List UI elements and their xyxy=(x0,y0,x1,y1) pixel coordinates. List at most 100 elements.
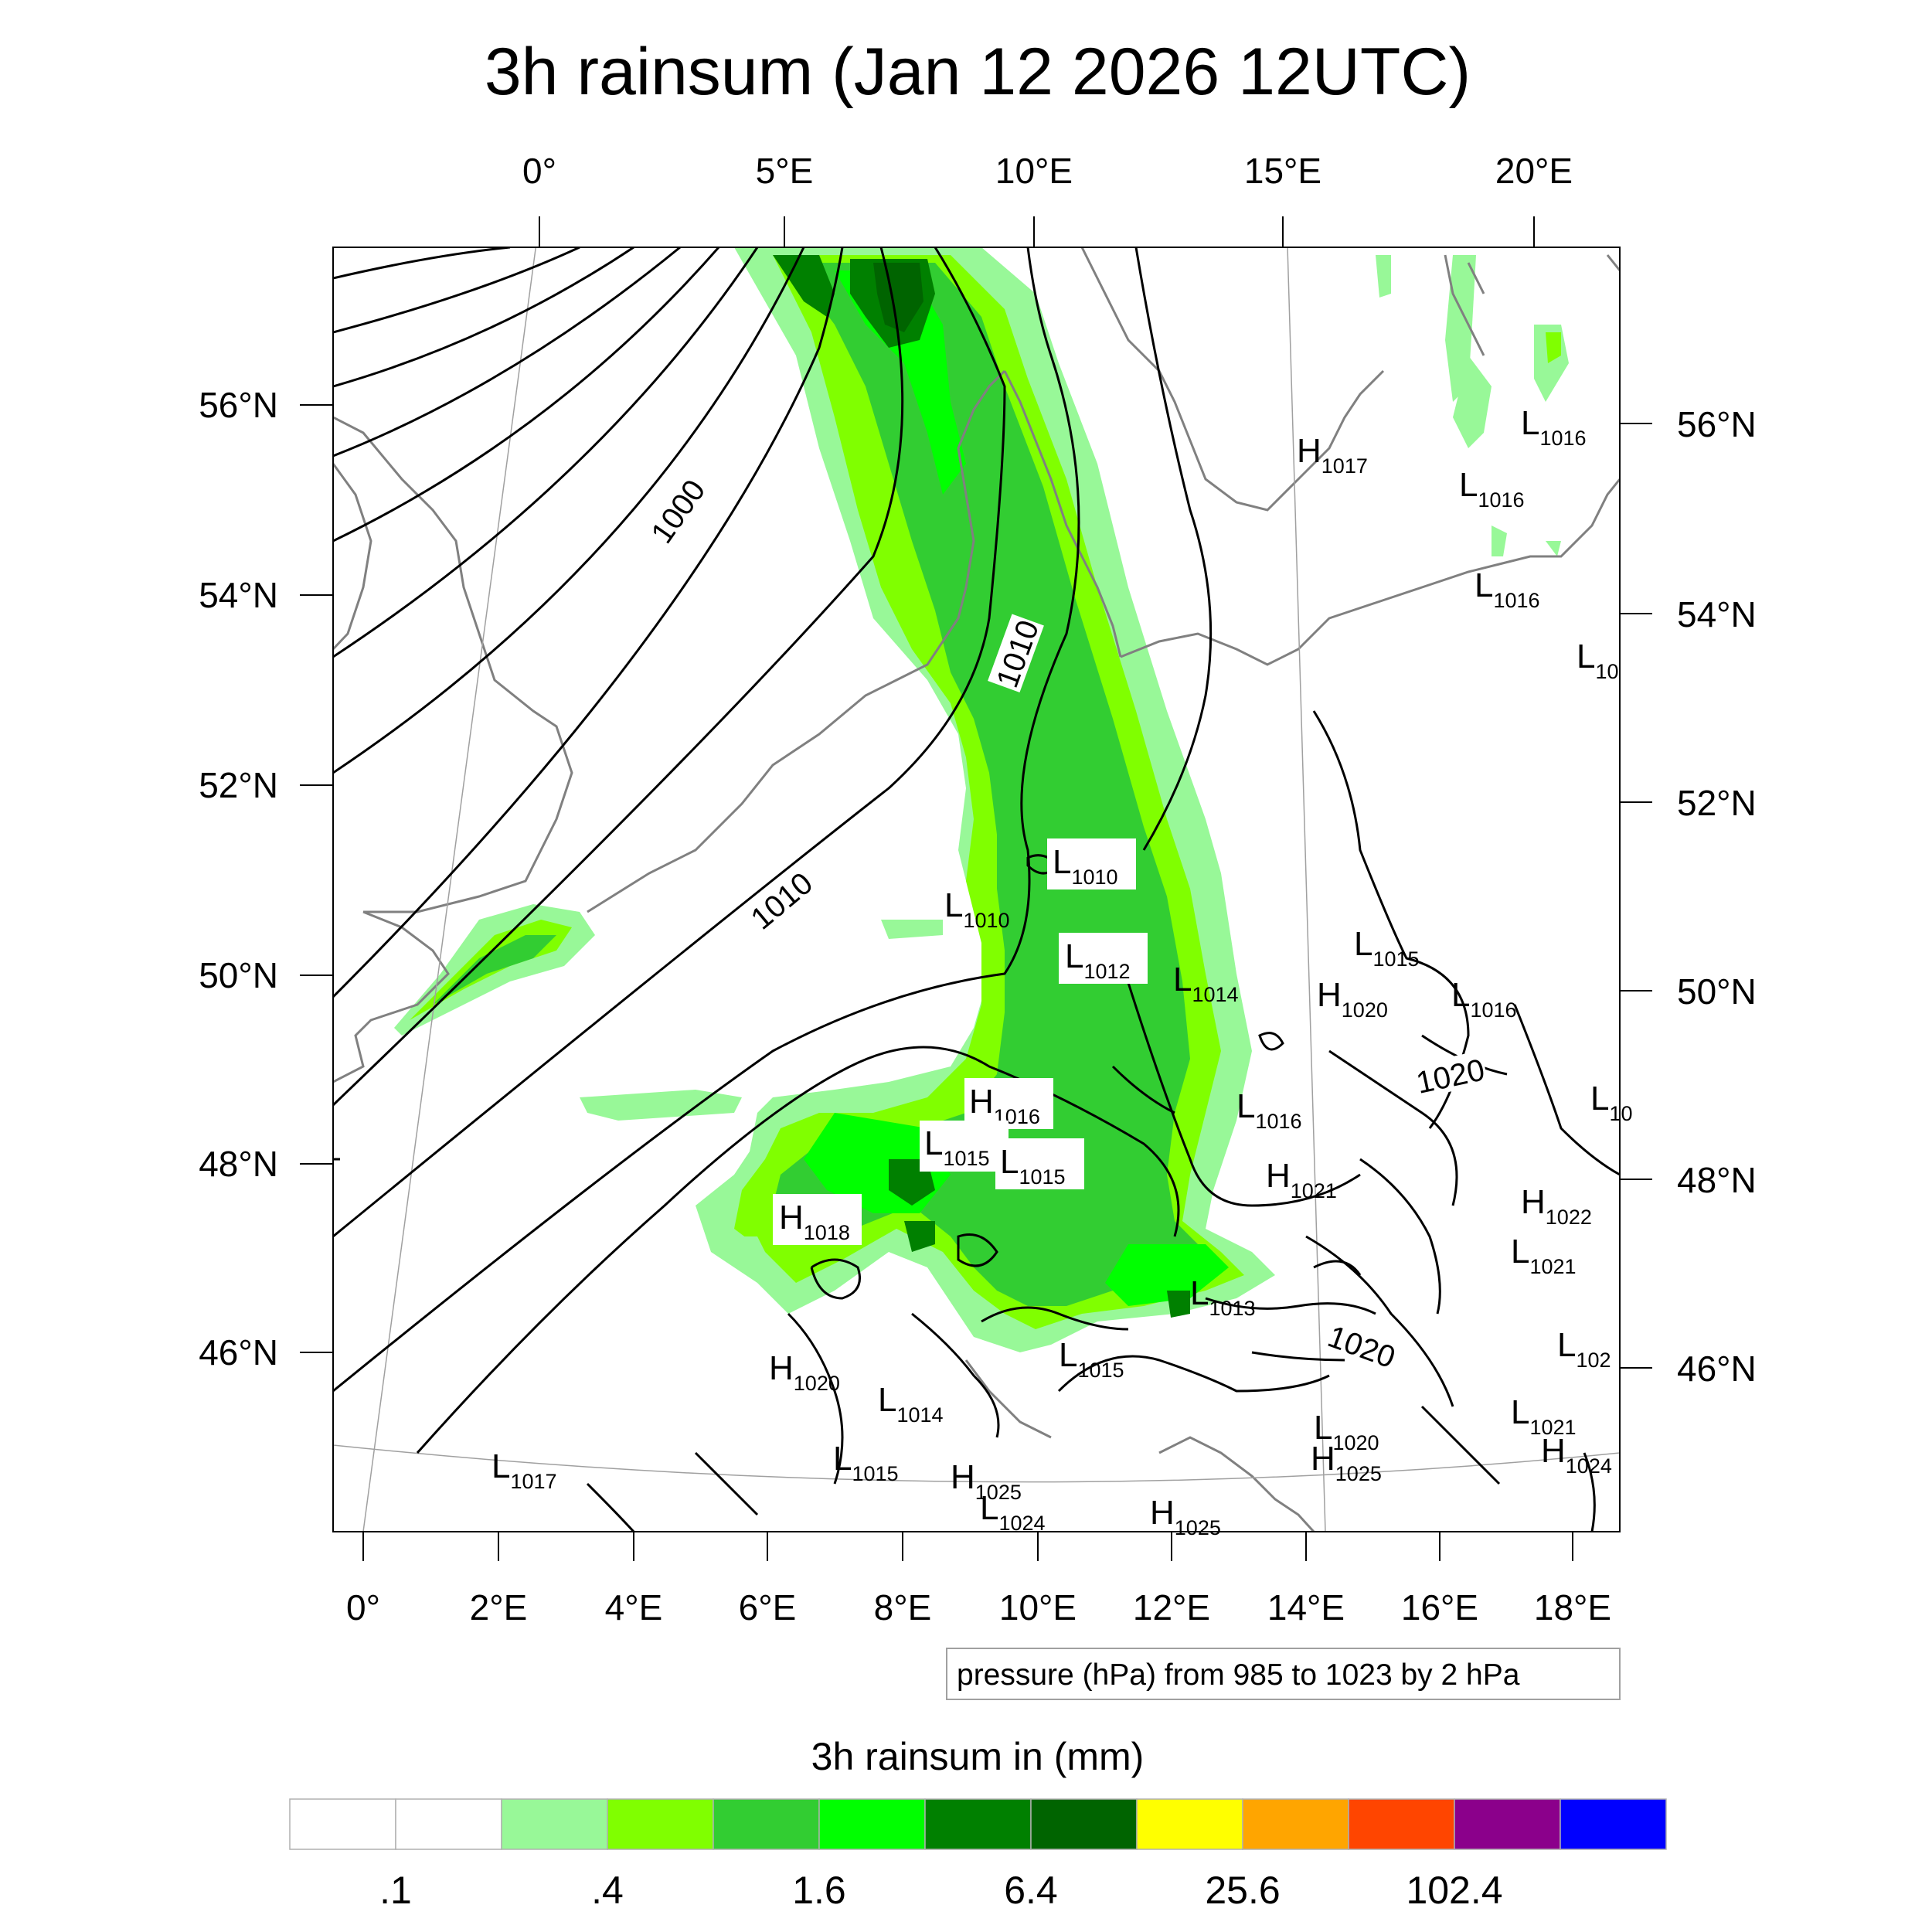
colorbar-label: .4 xyxy=(591,1869,624,1912)
colorbar-box xyxy=(713,1798,820,1850)
top-lon-label: 0° xyxy=(522,151,556,191)
top-lon-label: 5°E xyxy=(756,151,814,191)
right-lat-label: 48°N xyxy=(1677,1160,1757,1200)
left-axis: 56°N 54°N 52°N 50°N 48°N 46°N xyxy=(199,385,333,1372)
left-lat-label: 54°N xyxy=(199,575,278,615)
pressure-centers: H1017 L1016 L1016 L1016 L10 L1010 L1010 … xyxy=(492,404,1633,1539)
low-marker: L1024 xyxy=(980,1489,1046,1535)
left-lat-label: 46°N xyxy=(199,1332,278,1372)
low-marker: L1015 xyxy=(1059,1336,1124,1382)
low-marker: L1016 xyxy=(1451,976,1517,1022)
contour-labels: 1000 1010 1010 1020 1020 xyxy=(642,471,1488,1375)
svg-text:L1015: L1015 xyxy=(1059,1336,1124,1382)
bottom-lon-label: 2°E xyxy=(470,1587,528,1628)
colorbar-box xyxy=(924,1798,1032,1850)
low-marker: L1015 xyxy=(833,1440,899,1485)
svg-text:H1025: H1025 xyxy=(1311,1440,1382,1485)
svg-text:L1014: L1014 xyxy=(1173,961,1239,1006)
svg-text:L1021: L1021 xyxy=(1511,1393,1577,1439)
pressure-info: pressure (hPa) from 985 to 1023 by 2 hPa xyxy=(957,1658,1520,1692)
svg-text:L1020: L1020 xyxy=(1314,1409,1379,1454)
colorbar-title: 3h rainsum in (mm) xyxy=(811,1735,1145,1778)
right-lat-label: 46°N xyxy=(1677,1349,1757,1389)
top-lon-label: 20°E xyxy=(1495,151,1573,191)
svg-text:L1013: L1013 xyxy=(1190,1274,1256,1320)
colorbar-box xyxy=(501,1798,608,1850)
high-marker: H1024 xyxy=(1541,1432,1612,1478)
colorbar-box xyxy=(289,1798,396,1850)
low-marker: L1020 xyxy=(1314,1409,1379,1454)
high-marker: H1017 xyxy=(1297,432,1368,478)
svg-text:L1015: L1015 xyxy=(1354,925,1420,971)
pressure-info-box: pressure (hPa) from 985 to 1023 by 2 hPa xyxy=(946,1648,1621,1700)
svg-text:H1021: H1021 xyxy=(1266,1157,1337,1202)
low-marker: L1012 xyxy=(1059,933,1148,984)
low-marker: L1013 xyxy=(1190,1274,1256,1320)
svg-text:H1025: H1025 xyxy=(951,1458,1022,1504)
colorbar-box xyxy=(1454,1798,1561,1850)
colorbar-box xyxy=(607,1798,714,1850)
low-marker: L1010 xyxy=(1047,838,1136,889)
right-lat-label: 52°N xyxy=(1677,783,1757,823)
svg-text:H1020: H1020 xyxy=(769,1349,840,1395)
left-lat-label: 48°N xyxy=(199,1144,278,1184)
colorbar-label: 6.4 xyxy=(1004,1869,1058,1912)
bottom-lon-label: 4°E xyxy=(605,1587,663,1628)
top-axis: 0° 5°E 10°E 15°E 20°E xyxy=(522,151,1573,247)
svg-text:H1025: H1025 xyxy=(1150,1494,1221,1539)
colorbar: 3h rainsum in (mm) .1 .4 1.6 6.4 25.6 102.4 xyxy=(289,1735,1667,1912)
isobars xyxy=(333,247,1620,1532)
right-lat-label: 56°N xyxy=(1677,404,1757,444)
bottom-lon-label: 18°E xyxy=(1534,1587,1611,1628)
colorbar-box xyxy=(1348,1798,1455,1850)
bottom-lon-label: 6°E xyxy=(739,1587,797,1628)
svg-text:H1017: H1017 xyxy=(1297,432,1368,478)
right-lat-label: 54°N xyxy=(1677,594,1757,634)
svg-text:L1017: L1017 xyxy=(492,1447,557,1493)
left-lat-label: 56°N xyxy=(199,385,278,425)
low-marker: L10 xyxy=(1577,638,1619,683)
svg-text:H1018: H1018 xyxy=(779,1199,850,1244)
low-marker: L1016 xyxy=(1475,566,1540,612)
colorbar-box xyxy=(1560,1798,1667,1850)
svg-text:L1012: L1012 xyxy=(1065,937,1131,983)
high-marker: H1025 xyxy=(951,1458,1022,1504)
map-frame xyxy=(332,247,1621,1532)
colorbar-box xyxy=(1242,1798,1349,1850)
colorbar-boxes xyxy=(289,1798,1667,1850)
svg-text:L1015: L1015 xyxy=(924,1124,990,1170)
svg-text:H1024: H1024 xyxy=(1541,1432,1612,1478)
high-marker: H1022 xyxy=(1521,1183,1592,1229)
high-marker: H1020 xyxy=(1317,976,1388,1022)
bottom-axis: 0° 2°E 4°E 6°E 8°E 10°E 12°E 14°E 16°E 1… xyxy=(346,1532,1611,1628)
graticule xyxy=(333,247,1620,1532)
left-lat-label: 52°N xyxy=(199,765,278,805)
bottom-lon-label: 10°E xyxy=(999,1587,1077,1628)
svg-text:L1016: L1016 xyxy=(1236,1087,1302,1133)
low-marker: L1015 xyxy=(920,1121,1009,1172)
high-marker: H1021 xyxy=(1266,1157,1337,1202)
bottom-lon-label: 0° xyxy=(346,1587,380,1628)
svg-text:L10: L10 xyxy=(1590,1080,1633,1125)
low-marker: L1017 xyxy=(492,1447,557,1493)
top-lon-label: 10°E xyxy=(995,151,1073,191)
svg-text:L1015: L1015 xyxy=(833,1440,899,1485)
top-lon-label: 15°E xyxy=(1244,151,1321,191)
high-marker: H1018 xyxy=(773,1194,862,1245)
svg-text:L10: L10 xyxy=(1577,638,1619,683)
svg-text:L1016: L1016 xyxy=(1459,466,1525,512)
svg-text:L1010: L1010 xyxy=(944,886,1010,932)
colorbar-box xyxy=(395,1798,502,1850)
low-marker: L1021 xyxy=(1511,1233,1577,1278)
low-marker: L1015 xyxy=(1354,925,1420,971)
bottom-lon-label: 14°E xyxy=(1267,1587,1345,1628)
colorbar-label: 25.6 xyxy=(1205,1869,1280,1912)
svg-text:H1022: H1022 xyxy=(1521,1183,1592,1229)
colorbar-label: 1.6 xyxy=(792,1869,846,1912)
low-marker: L102 xyxy=(1557,1326,1611,1372)
svg-text:L1024: L1024 xyxy=(980,1489,1046,1535)
svg-text:L1015: L1015 xyxy=(1000,1143,1066,1189)
left-lat-label: 50°N xyxy=(199,955,278,995)
low-marker: L1021 xyxy=(1511,1393,1577,1439)
low-marker: L1014 xyxy=(878,1381,944,1427)
